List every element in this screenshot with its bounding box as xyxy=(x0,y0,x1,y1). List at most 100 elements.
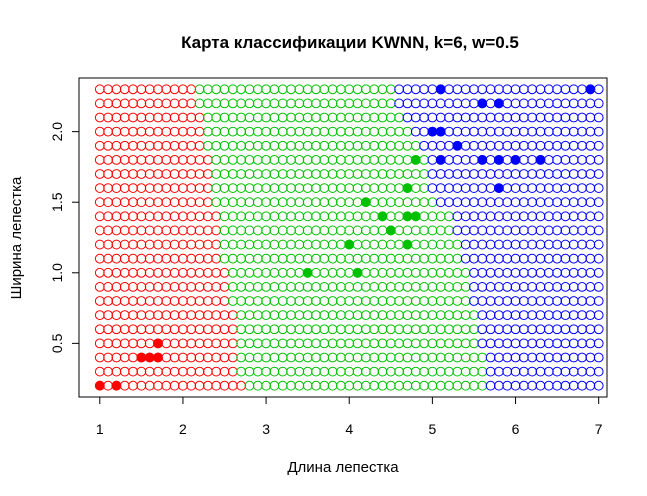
grid-point-virginica xyxy=(560,352,571,363)
grid-point-versicolor xyxy=(269,380,280,391)
grid-point-virginica xyxy=(460,112,471,123)
grid-point-setosa xyxy=(136,267,147,278)
grid-point-virginica xyxy=(552,140,563,151)
grid-point-virginica xyxy=(510,211,521,222)
grid-point-setosa xyxy=(169,225,180,236)
grid-point-setosa xyxy=(169,169,180,179)
grid-point-versicolor xyxy=(352,98,363,109)
grid-point-versicolor xyxy=(402,366,413,377)
grid-point-versicolor xyxy=(460,310,471,321)
grid-point-versicolor xyxy=(302,84,313,95)
grid-point-virginica xyxy=(535,324,546,335)
grid-point-versicolor xyxy=(302,338,313,349)
grid-point-setosa xyxy=(161,98,172,109)
grid-point-virginica xyxy=(518,169,529,179)
grid-point-versicolor xyxy=(385,169,396,179)
grid-point-setosa xyxy=(153,310,163,321)
grid-point-versicolor xyxy=(452,253,463,264)
grid-point-setosa xyxy=(103,324,114,335)
grid-point-setosa xyxy=(144,338,155,349)
grid-point-versicolor xyxy=(244,338,255,349)
grid-point-virginica xyxy=(477,169,488,179)
grid-point-versicolor xyxy=(352,154,363,165)
grid-point-versicolor xyxy=(261,239,271,250)
grid-point-setosa xyxy=(186,183,197,193)
grid-point-virginica xyxy=(560,140,571,151)
grid-point-versicolor xyxy=(252,267,263,278)
training-point-virginica xyxy=(535,154,546,165)
grid-point-setosa xyxy=(161,112,172,123)
grid-point-setosa xyxy=(169,282,180,292)
grid-point-versicolor xyxy=(319,183,330,193)
grid-point-versicolor xyxy=(252,310,263,321)
grid-point-versicolor xyxy=(269,197,280,208)
grid-point-virginica xyxy=(543,154,554,165)
grid-point-versicolor xyxy=(336,282,346,292)
grid-point-virginica xyxy=(477,140,488,151)
grid-point-versicolor xyxy=(336,338,346,349)
grid-point-virginica xyxy=(510,267,521,278)
grid-point-virginica xyxy=(477,338,488,349)
grid-point-virginica xyxy=(543,98,554,109)
grid-point-versicolor xyxy=(286,324,296,335)
grid-point-setosa xyxy=(161,197,172,208)
grid-point-versicolor xyxy=(344,112,355,123)
grid-point-versicolor xyxy=(402,154,413,165)
grid-point-virginica xyxy=(502,310,513,321)
training-point-setosa xyxy=(144,352,155,363)
grid-point-virginica xyxy=(485,126,496,137)
grid-point-setosa xyxy=(111,310,122,321)
grid-point-versicolor xyxy=(352,169,363,179)
grid-point-virginica xyxy=(485,197,496,208)
grid-point-virginica xyxy=(543,338,554,349)
grid-point-versicolor xyxy=(252,366,263,377)
grid-point-virginica xyxy=(510,225,521,236)
grid-point-setosa xyxy=(169,324,180,335)
grid-point-virginica xyxy=(477,112,488,123)
grid-point-virginica xyxy=(435,197,446,208)
grid-point-versicolor xyxy=(227,239,238,250)
grid-point-setosa xyxy=(153,225,163,236)
grid-point-versicolor xyxy=(311,126,321,137)
grid-point-setosa xyxy=(111,296,122,306)
grid-point-versicolor xyxy=(385,211,396,222)
grid-point-versicolor xyxy=(227,112,238,123)
grid-point-virginica xyxy=(552,154,563,165)
grid-point-versicolor xyxy=(269,324,280,335)
grid-point-versicolor xyxy=(236,310,247,321)
grid-point-versicolor xyxy=(302,366,313,377)
grid-point-setosa xyxy=(128,366,138,377)
grid-point-versicolor xyxy=(419,267,429,278)
grid-point-versicolor xyxy=(286,169,296,179)
grid-point-virginica xyxy=(568,296,579,306)
grid-point-virginica xyxy=(444,98,454,109)
grid-point-setosa xyxy=(128,183,138,193)
x-tick-label: 4 xyxy=(345,421,353,437)
grid-point-versicolor xyxy=(252,112,263,123)
grid-point-setosa xyxy=(128,324,138,335)
grid-point-setosa xyxy=(128,296,138,306)
grid-point-versicolor xyxy=(385,324,396,335)
grid-point-versicolor xyxy=(385,296,396,306)
grid-point-virginica xyxy=(552,183,563,193)
grid-point-versicolor xyxy=(360,366,371,377)
grid-point-virginica xyxy=(527,84,538,95)
grid-point-setosa xyxy=(161,310,172,321)
grid-point-versicolor xyxy=(427,296,438,306)
grid-point-versicolor xyxy=(269,366,280,377)
grid-point-versicolor xyxy=(369,225,380,236)
grid-point-virginica xyxy=(577,126,587,137)
grid-point-versicolor xyxy=(244,84,255,95)
grid-point-versicolor xyxy=(302,282,313,292)
grid-point-virginica xyxy=(543,366,554,377)
grid-point-virginica xyxy=(510,140,521,151)
grid-point-versicolor xyxy=(369,112,380,123)
grid-point-virginica xyxy=(502,169,513,179)
grid-point-versicolor xyxy=(202,112,213,123)
grid-point-versicolor xyxy=(435,296,446,306)
grid-point-versicolor xyxy=(319,296,330,306)
grid-point-versicolor xyxy=(385,267,396,278)
grid-point-virginica xyxy=(518,267,529,278)
grid-point-setosa xyxy=(178,324,188,335)
grid-point-setosa xyxy=(144,154,155,165)
